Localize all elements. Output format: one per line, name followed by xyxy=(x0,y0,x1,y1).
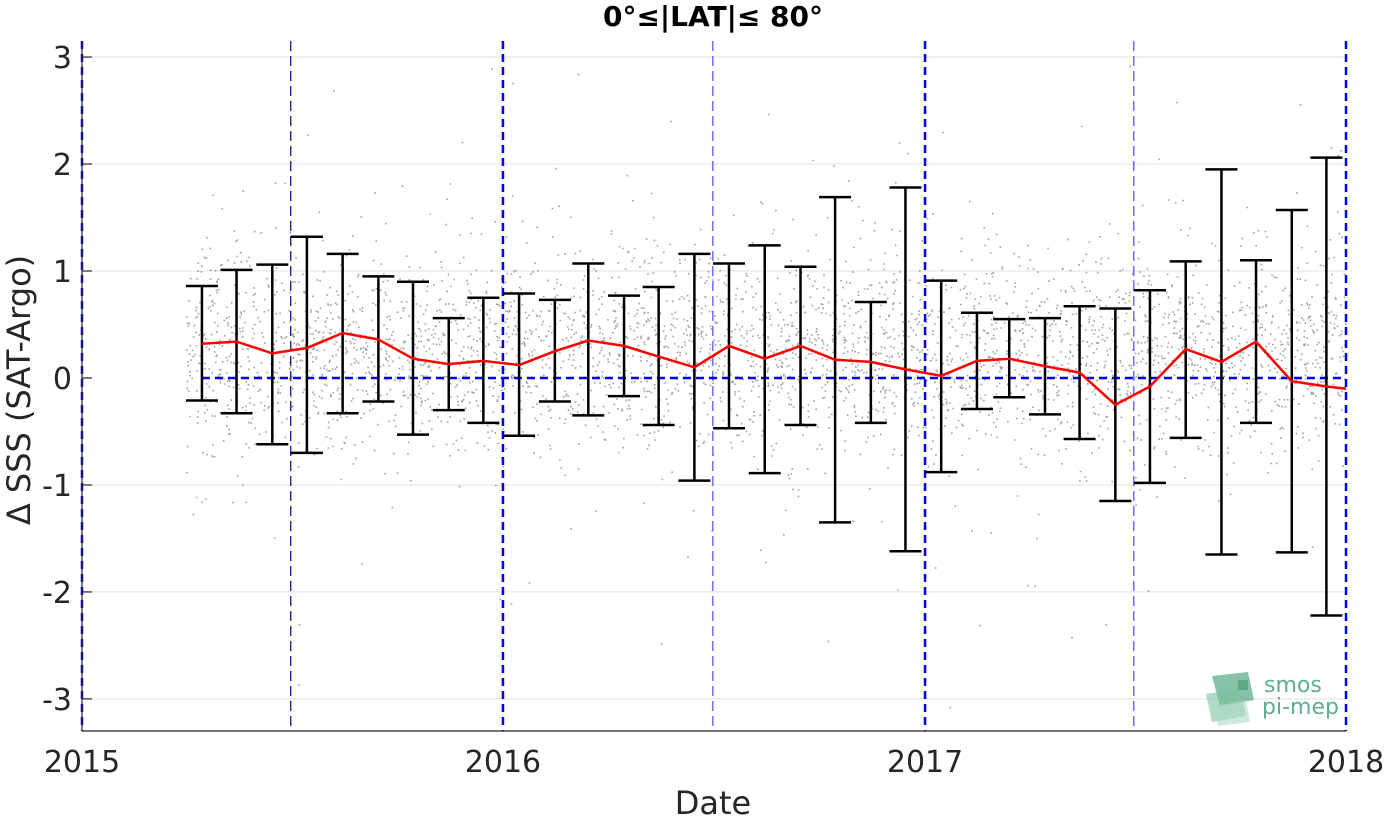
y-tick-label: 3 xyxy=(53,41,72,76)
y-tick-label: -1 xyxy=(42,469,72,504)
smos-pi-mep-logo: smos pi-mep xyxy=(1206,672,1339,726)
scatter-layer xyxy=(185,65,1348,709)
grid-layer xyxy=(82,56,1346,700)
logo-line-1: smos xyxy=(1264,673,1322,698)
errorbar xyxy=(290,235,323,455)
logo-mark-icon xyxy=(1206,672,1254,726)
axes-layer xyxy=(81,41,1346,732)
mean-line xyxy=(201,331,1347,407)
x-tick-label: 2017 xyxy=(887,745,963,780)
logo-line-2: pi-mep xyxy=(1262,695,1339,720)
y-axis-label: Δ SSS (SAT-Argo) xyxy=(0,255,38,525)
y-tick-label: -2 xyxy=(42,576,72,611)
scatter-points xyxy=(185,65,1348,709)
x-tick-label: 2015 xyxy=(44,745,120,780)
x-tick-label: 2018 xyxy=(1308,745,1384,780)
y-tick-label: 1 xyxy=(53,255,72,290)
tick-labels: 3 2 1 0 -1 -2 -3 2015 2016 2017 2018 xyxy=(42,41,1384,780)
errorbar-layer xyxy=(185,156,1343,617)
mean-line-layer xyxy=(201,331,1347,407)
x-axis-label: Date xyxy=(675,784,751,818)
y-tick-label: 0 xyxy=(53,362,72,397)
x-tick-label: 2016 xyxy=(465,745,541,780)
chart-title: 0°≤|LAT|≤ 80° xyxy=(603,0,823,33)
y-tick-label: 2 xyxy=(53,148,72,183)
y-tick-label: -3 xyxy=(42,683,72,718)
